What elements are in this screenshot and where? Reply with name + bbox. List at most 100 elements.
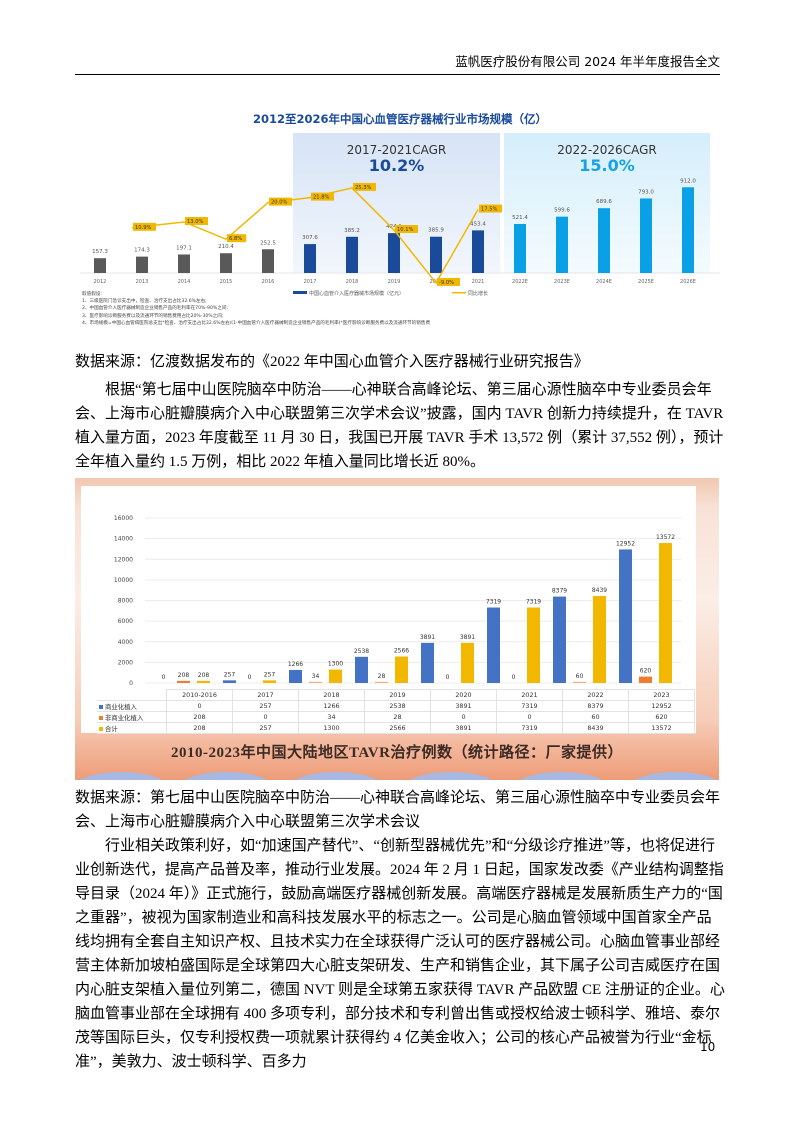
svg-text:307.6: 307.6 [302, 235, 318, 241]
data-source-1: 数据来源：亿渡数据发布的《2022 年中国心血管介入医疗器械行业研究报告》 [75, 354, 589, 370]
svg-text:-9.0%: -9.0% [439, 280, 454, 286]
svg-text:599.6: 599.6 [554, 208, 570, 214]
svg-text:34: 34 [312, 673, 320, 680]
svg-text:12952: 12952 [616, 540, 635, 547]
svg-text:7319: 7319 [486, 599, 501, 606]
svg-text:13572: 13572 [656, 534, 675, 541]
header-title: 蓝帆医疗股份有限公司 2024 年半年度报告全文 [455, 54, 720, 69]
footnote: 4、市场规模=中国心血管病医院总支出*检查、治疗支出占比32.6%左右/(1-中… [82, 320, 431, 326]
column-header: 2020 [430, 689, 497, 701]
page-header: 蓝帆医疗股份有限公司 2024 年半年度报告全文 [75, 52, 720, 75]
svg-text:2538: 2538 [354, 648, 369, 655]
svg-text:257: 257 [264, 671, 276, 678]
svg-text:385.2: 385.2 [344, 228, 360, 234]
svg-text:385.9: 385.9 [428, 228, 444, 234]
chart-title: 2012至2026年中国心血管医疗器械行业市场规模（亿） [252, 112, 547, 126]
cagr-label: 2017-2021CAGR [346, 143, 447, 157]
column-header: 2018 [298, 689, 365, 701]
svg-text:689.6: 689.6 [596, 199, 612, 205]
svg-text:25.3%: 25.3% [355, 185, 372, 191]
svg-text:620: 620 [640, 668, 652, 675]
svg-text:2566: 2566 [394, 648, 409, 655]
column-header: 2019 [364, 689, 431, 701]
svg-text:21.8%: 21.8% [313, 195, 330, 201]
svg-text:0: 0 [129, 680, 133, 687]
svg-text:174.3: 174.3 [134, 248, 150, 254]
svg-text:16000: 16000 [114, 515, 133, 522]
svg-text:2022E: 2022E [512, 279, 528, 285]
chart-data-table: 2010-2016 2017 2018 2019 2020 2021 2022 2023 商业化… [97, 689, 695, 734]
decorative-bubbles [75, 772, 719, 780]
svg-text:28: 28 [378, 673, 386, 680]
svg-text:208: 208 [178, 672, 190, 679]
chart-footnotes: 取值假设: 1、三级医院门急诊支出中，检查、治疗支出占比32.6%左右; 2、中… [82, 291, 430, 327]
svg-text:同比增长: 同比增长 [468, 290, 488, 297]
svg-text:521.4: 521.4 [512, 215, 528, 221]
svg-text:2025E: 2025E [638, 279, 654, 285]
svg-text:13.0%: 13.0% [187, 219, 204, 225]
svg-text:424.1: 424.1 [386, 224, 402, 230]
svg-text:0: 0 [512, 674, 516, 681]
tavr-cases-chart: 0 2000 4000 6000 8000 10000 12000 14000 16000 0 20… [75, 478, 719, 780]
column-header: 2010-2016 [166, 689, 233, 701]
svg-text:中国心血管介入医疗器械市场规模（亿元）: 中国心血管介入医疗器械市场规模（亿元） [309, 290, 404, 297]
svg-text:10000: 10000 [114, 577, 133, 584]
svg-text:793.0: 793.0 [638, 189, 654, 195]
paragraph-tavr: 根据“第七届中山医院脑卒中防治——心神联合高峰论坛、第三届心源性脑卒中专业委员会… [75, 382, 724, 470]
svg-text:252.5: 252.5 [260, 240, 276, 246]
svg-text:17.5%: 17.5% [481, 207, 498, 213]
cagr-value: 15.0% [579, 156, 635, 175]
svg-text:8000: 8000 [118, 598, 133, 605]
svg-text:912.0: 912.0 [680, 178, 696, 184]
svg-text:12000: 12000 [114, 556, 133, 563]
svg-text:6.8%: 6.8% [229, 236, 242, 242]
svg-text:10.1%: 10.1% [397, 227, 414, 233]
market-size-chart: 2012至2026年中国心血管医疗器械行业市场规模（亿） 2017-2021CA… [80, 103, 720, 343]
table-row: 合计 208 257 1300 2566 3891 7319 8439 13572 [97, 722, 695, 734]
data-source-2: 数据来源：第七届中山医院脑卒中防治——心神联合高峰论坛、第三届心源性脑卒中专业委… [75, 790, 721, 830]
svg-text:257: 257 [224, 671, 236, 678]
svg-text:197.1: 197.1 [176, 245, 192, 251]
svg-text:4000: 4000 [118, 639, 133, 646]
svg-text:0: 0 [248, 674, 252, 681]
svg-text:3891: 3891 [420, 634, 435, 641]
svg-text:8439: 8439 [592, 587, 607, 594]
svg-text:453.4: 453.4 [470, 221, 486, 227]
svg-text:2016: 2016 [262, 279, 275, 285]
chart-caption: 2010-2023年中国大陆地区TAVR治疗例数（统计路径：厂家提供） [171, 745, 623, 761]
column-header: 2022 [562, 689, 629, 701]
svg-text:2012: 2012 [94, 279, 107, 285]
svg-text:2026E: 2026E [680, 279, 696, 285]
table-row: 非商业化植入 208 0 34 28 0 0 60 620 [97, 711, 695, 723]
svg-text:2024E: 2024E [596, 279, 612, 285]
footnote: 2、中国血管介入医疗器械制造企业销售产品的毛利率在70%-90%之间; [82, 306, 228, 312]
svg-text:2000: 2000 [118, 659, 133, 666]
svg-text:7319: 7319 [526, 599, 541, 606]
svg-text:3891: 3891 [460, 634, 475, 641]
svg-text:2019: 2019 [388, 279, 401, 285]
svg-text:208: 208 [198, 672, 210, 679]
column-header: 2021 [496, 689, 563, 701]
svg-text:2018: 2018 [346, 279, 359, 285]
svg-text:2023E: 2023E [554, 279, 570, 285]
svg-text:20.0%: 20.0% [271, 200, 288, 206]
svg-text:2021: 2021 [472, 279, 485, 285]
svg-text:10.9%: 10.9% [135, 225, 152, 231]
footnote: 3、医疗影响诊断服务费以及流通环节的销售费用占比20%-30%之间; [82, 313, 224, 319]
table-row: 商业化植入 0 257 1266 2538 3891 7319 8379 12952 [97, 700, 695, 712]
footnote: 1、三级医院门急诊支出中，检查、治疗支出占比32.6%左右; [82, 299, 207, 305]
column-header: 2023 [628, 689, 695, 701]
svg-text:2017: 2017 [304, 279, 317, 285]
svg-text:60: 60 [576, 673, 584, 680]
svg-text:2015: 2015 [220, 279, 233, 285]
page-number: 10 [700, 1040, 716, 1054]
paragraph-policy: 行业相关政策利好，如“加速国产替代”、“创新型器械优先”和“分级诊疗推进”等，也… [75, 838, 725, 1070]
svg-text:6000: 6000 [118, 618, 133, 625]
svg-text:2013: 2013 [136, 279, 149, 285]
svg-text:2014: 2014 [178, 279, 191, 285]
svg-text:0: 0 [162, 674, 166, 681]
svg-text:1300: 1300 [328, 661, 343, 668]
svg-text:0: 0 [446, 674, 450, 681]
svg-text:157.3: 157.3 [92, 249, 108, 255]
